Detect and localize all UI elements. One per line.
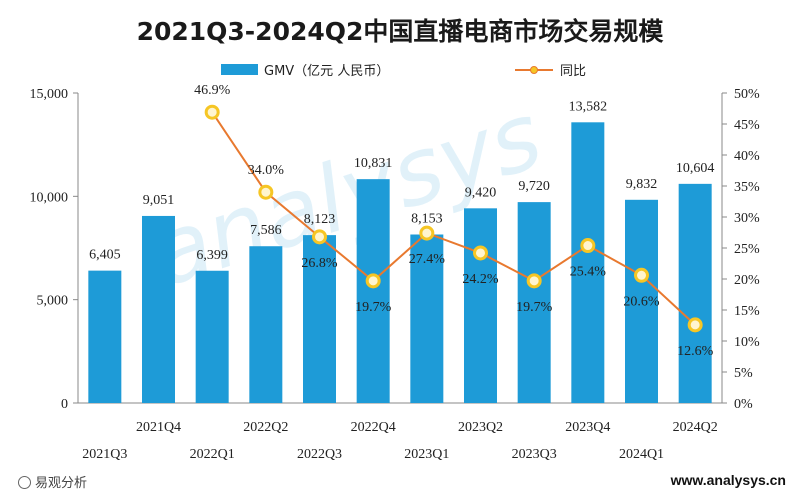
legend-marker-yoy <box>530 66 538 74</box>
yoy-point <box>258 184 274 200</box>
x-tick-label: 2023Q4 <box>565 420 610 435</box>
bar-value-label: 9,720 <box>518 179 550 194</box>
y-right-tick-label: 5% <box>734 366 753 381</box>
y-right-tick-label: 15% <box>734 304 760 319</box>
bar <box>142 215 175 403</box>
bar-value-label: 8,153 <box>411 212 443 227</box>
bar-value-label: 9,420 <box>465 185 497 200</box>
x-tick-label: 2023Q3 <box>512 447 557 462</box>
yoy-value-label: 24.2% <box>462 272 499 287</box>
bar-value-label: 8,123 <box>304 212 336 227</box>
yoy-point <box>687 317 703 333</box>
bar <box>678 183 712 403</box>
y-right-tick-label: 45% <box>734 118 760 133</box>
yoy-point <box>312 229 327 245</box>
footer-logo-text: 易观分析 <box>35 476 88 491</box>
footer-logo: 易观分析 <box>18 472 87 491</box>
bar <box>464 208 497 403</box>
y-right-tick-label: 50% <box>734 87 760 102</box>
yoy-point <box>473 245 488 261</box>
yoy-value-label: 27.4% <box>409 252 446 267</box>
x-tick-label: 2021Q3 <box>82 447 127 462</box>
yoy-value-label: 19.7% <box>516 300 553 315</box>
y-right-tick-label: 20% <box>734 273 760 288</box>
y-right-tick-label: 40% <box>734 149 760 164</box>
yoy-point <box>634 267 649 283</box>
x-tick-label: 2022Q4 <box>351 420 396 435</box>
legend-swatch-gmv <box>221 64 258 75</box>
y-left-tick-label: 10,000 <box>30 190 69 205</box>
x-tick-label: 2022Q2 <box>243 420 288 435</box>
x-tick-label: 2023Q1 <box>404 447 449 462</box>
bar <box>303 235 336 403</box>
yoy-line <box>211 111 696 326</box>
bar-value-label: 9,051 <box>143 193 175 208</box>
bar <box>625 199 658 403</box>
bar <box>88 270 122 403</box>
x-tick-label: 2021Q4 <box>136 420 181 435</box>
bar-value-label: 6,399 <box>196 248 228 263</box>
yoy-point <box>365 273 381 289</box>
bar <box>356 179 390 403</box>
y-left-tick-label: 0 <box>61 397 68 412</box>
y-left-tick-label: 5,000 <box>37 294 69 309</box>
x-tick-label: 2022Q1 <box>190 447 235 462</box>
bar-value-label: 7,586 <box>250 223 282 238</box>
footer-url[interactable]: www.analysys.cn <box>670 472 786 488</box>
bar-value-label: 10,831 <box>354 156 393 171</box>
yoy-point <box>580 238 596 254</box>
plot-area: 0 5,000 10,000 15,000 0% 5% 10% 15% 20% 25% 30% 35%… <box>30 83 761 462</box>
y-right-tick-label: 35% <box>734 180 760 195</box>
yoy-value-label: 20.6% <box>623 294 660 309</box>
x-tick-label: 2022Q3 <box>297 447 342 462</box>
bar <box>249 246 283 403</box>
bar <box>410 234 444 403</box>
legend-label-yoy: 同比 <box>560 64 586 79</box>
legend: GMV（亿元 人民币） 同比 <box>221 64 586 79</box>
bar <box>517 202 551 403</box>
y-left-tick-label: 15,000 <box>30 87 69 102</box>
y-right-tick-label: 10% <box>734 335 760 350</box>
yoy-value-label: 34.0% <box>248 163 285 178</box>
bar-value-label: 10,604 <box>676 161 715 176</box>
yoy-point <box>419 225 435 241</box>
bar-value-label: 6,405 <box>89 248 121 263</box>
yoy-value-label: 46.9% <box>194 83 231 98</box>
legend-label-gmv: GMV（亿元 人民币） <box>264 64 389 79</box>
yoy-point <box>204 104 220 120</box>
bar-value-label: 13,582 <box>569 99 608 114</box>
yoy-value-label: 19.7% <box>355 300 392 315</box>
logo-icon <box>18 476 31 489</box>
yoy-value-label: 12.6% <box>677 344 714 359</box>
bar <box>195 270 229 403</box>
y-right-tick-label: 25% <box>734 242 760 257</box>
bar-value-label: 9,832 <box>626 177 658 192</box>
yoy-value-label: 25.4% <box>570 265 607 280</box>
y-right-tick-label: 30% <box>734 211 760 226</box>
bar <box>571 122 605 404</box>
x-tick-label: 2023Q2 <box>458 420 503 435</box>
yoy-value-label: 26.8% <box>301 256 338 271</box>
x-tick-label: 2024Q1 <box>619 447 664 462</box>
yoy-point <box>526 273 542 289</box>
y-right-tick-label: 0% <box>734 397 753 412</box>
x-tick-label: 2024Q2 <box>673 420 718 435</box>
chart-title: 2021Q3-2024Q2中国直播电商市场交易规模 <box>137 17 665 46</box>
